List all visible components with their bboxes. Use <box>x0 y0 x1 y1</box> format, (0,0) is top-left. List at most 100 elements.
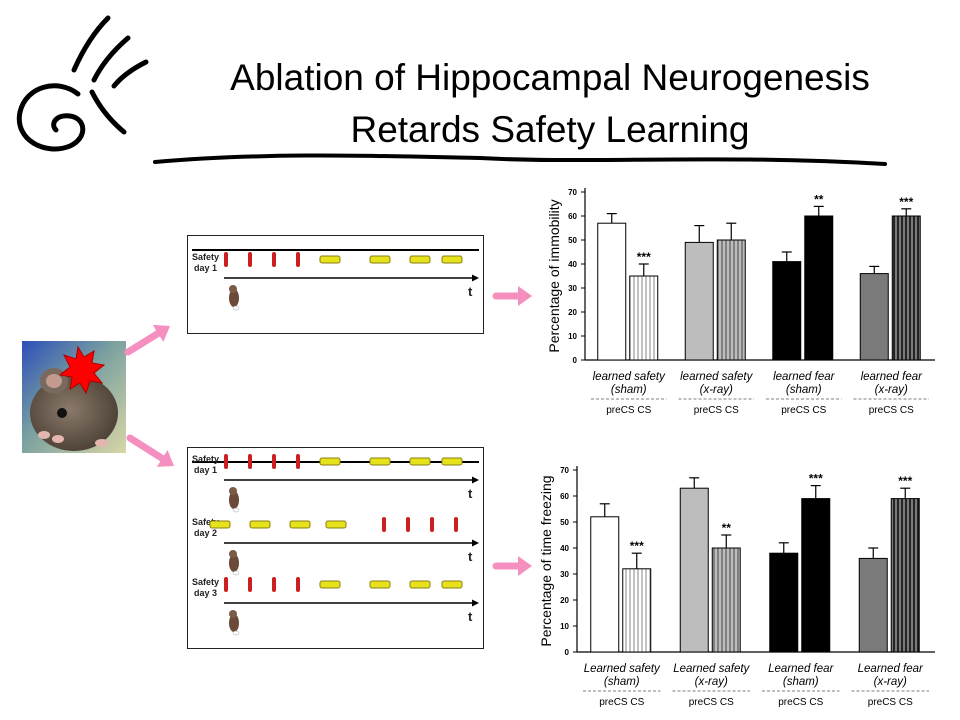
chart-ytick-label: 10 <box>568 332 577 341</box>
timeline-row-label: Safety <box>192 454 219 464</box>
bar-precs <box>859 273 889 361</box>
shock-marker <box>224 252 228 267</box>
chart-ytick-label: 10 <box>560 622 569 631</box>
bar-cs <box>804 215 834 361</box>
bar-precs <box>858 557 888 653</box>
timeline-panel-top: Safety day 1 t <box>187 235 484 334</box>
significance-mark: *** <box>630 539 644 553</box>
pink-arrows <box>124 286 532 576</box>
cs-marker <box>325 520 347 529</box>
shock-marker <box>406 517 410 532</box>
arrow-to-bottom-chart <box>492 556 532 576</box>
cs-marker <box>409 255 431 264</box>
chart-ytick-label: 70 <box>560 466 569 475</box>
cs-marker <box>441 457 463 466</box>
chart-ytick-label: 50 <box>568 236 577 245</box>
cs-marker <box>209 520 231 529</box>
cs-marker <box>369 255 391 264</box>
chart-group: *** Learned safety(sham) preCS CS <box>583 503 661 708</box>
group-condition-labels: preCS CS <box>868 697 913 708</box>
chart-ytick-label: 0 <box>573 356 578 365</box>
bar-cs <box>716 239 746 361</box>
chart-immobility: Percentage of immobility 0 10 20 30 40 50 60 70 *… <box>546 188 935 416</box>
group-label: learned fear <box>861 371 924 383</box>
title-line-2: Retards Safety Learning <box>350 109 750 150</box>
cs-marker <box>369 457 391 466</box>
shock-marker <box>272 454 276 469</box>
chart-group: ** Learned safety(x-ray) preCS CS <box>672 477 751 708</box>
bar-cs <box>891 215 921 361</box>
chart-group: *** Learned fear(sham) preCS CS <box>762 472 840 708</box>
shock-marker <box>224 454 228 469</box>
slide-title: Ablation of Hippocampal Neurogenesis Ret… <box>140 52 960 156</box>
bar-cs <box>890 498 920 653</box>
timeline-axis-label: t <box>468 486 473 501</box>
significance-mark: *** <box>899 195 913 209</box>
shock-marker <box>430 517 434 532</box>
significance-mark: ** <box>722 521 732 535</box>
shock-marker <box>248 577 252 592</box>
shock-marker <box>248 252 252 267</box>
arrow-to-top-chart <box>492 286 532 306</box>
bar-precs <box>597 222 627 361</box>
shock-marker <box>296 454 300 469</box>
group-condition-labels: preCS CS <box>778 697 823 708</box>
cs-marker <box>409 457 431 466</box>
group-label: Learned fear <box>768 663 834 675</box>
chart-ytick-label: 60 <box>560 492 569 501</box>
arrow-to-top-protocol <box>124 324 170 356</box>
group-condition-labels: preCS CS <box>606 405 651 416</box>
shock-marker <box>224 577 228 592</box>
burst-icon <box>58 345 106 395</box>
cs-marker <box>369 580 391 589</box>
timeline-axis-label: t <box>468 284 473 299</box>
timeline-row-day: day 3 <box>194 588 217 598</box>
logo-scribble <box>16 15 149 152</box>
group-sublabel: (sham) <box>783 676 819 688</box>
cs-marker <box>249 520 271 529</box>
group-sublabel: (x-ray) <box>875 384 908 396</box>
bar-precs <box>769 552 799 653</box>
chart-ylabel: Percentage of time freezing <box>538 475 554 646</box>
title-underline <box>153 153 887 166</box>
shock-marker <box>382 517 386 532</box>
significance-mark: *** <box>898 474 912 488</box>
group-label: Learned safety <box>584 663 661 675</box>
shock-marker <box>296 252 300 267</box>
chart-ytick-label: 70 <box>568 188 577 197</box>
cs-marker <box>319 457 341 466</box>
mouse-photo <box>22 341 126 453</box>
significance-mark: ** <box>814 192 824 206</box>
chart-ytick-label: 60 <box>568 212 577 221</box>
timeline-row-day: day 1 <box>194 263 217 273</box>
chart-group: *** Learned fear(x-ray) preCS CS <box>851 474 929 708</box>
chart-ytick-label: 0 <box>565 648 570 657</box>
chart-ytick-label: 30 <box>568 284 577 293</box>
group-label: learned safety <box>593 371 666 383</box>
timeline-row-label: Safety <box>192 577 219 587</box>
chart-freezing: Percentage of time freezing 0 10 20 30 40 50 60… <box>538 466 935 708</box>
shock-marker <box>454 517 458 532</box>
chart-ylabel: Percentage of immobility <box>546 199 562 352</box>
chart-ytick-label: 20 <box>560 596 569 605</box>
group-sublabel: (x-ray) <box>874 676 907 688</box>
chart-ytick-label: 30 <box>560 570 569 579</box>
shock-marker <box>272 577 276 592</box>
group-sublabel: (sham) <box>786 384 822 396</box>
group-condition-labels: preCS CS <box>694 405 739 416</box>
group-condition-labels: preCS CS <box>869 405 914 416</box>
group-label: learned safety <box>680 371 753 383</box>
bar-cs <box>711 547 741 653</box>
timeline-row-label: Safety <box>192 252 219 262</box>
shock-marker <box>296 577 300 592</box>
timeline-row-day: day 2 <box>194 528 217 538</box>
chart-ytick-label: 40 <box>560 544 569 553</box>
timeline-row-day: day 1 <box>194 465 217 475</box>
mouse-icon <box>229 610 240 636</box>
group-label: Learned fear <box>858 663 924 675</box>
arrow-to-bottom-protocol <box>126 434 174 467</box>
